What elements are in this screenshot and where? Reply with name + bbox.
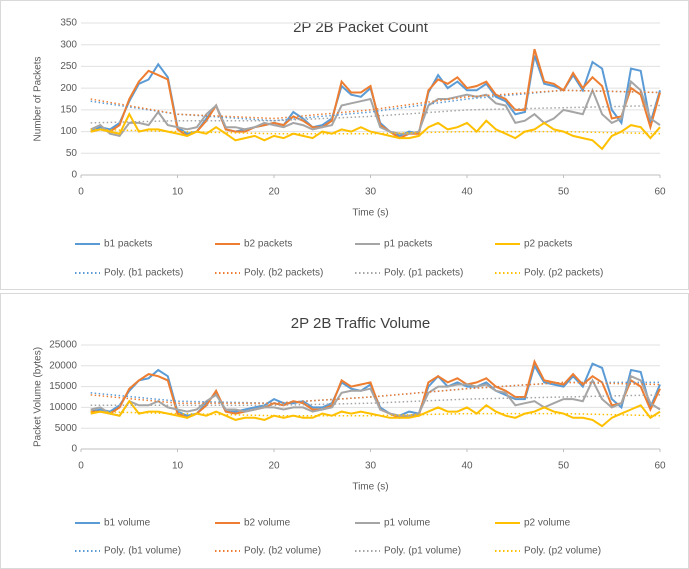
x-tick-label: 20 — [268, 461, 280, 472]
x-axis-label: Time (s) — [352, 208, 388, 219]
x-tick-label: 40 — [461, 461, 473, 472]
panel — [0, 0, 689, 290]
x-tick-label: 30 — [365, 461, 377, 472]
y-tick-label: 150 — [60, 104, 77, 115]
y-tick-label: 25000 — [49, 340, 77, 351]
legend-label: Poly. (b1 volume) — [104, 546, 181, 557]
y-tick-label: 300 — [60, 39, 77, 50]
trend-line — [90, 381, 661, 404]
legend-label: Poly. (b2 packets) — [244, 268, 323, 279]
data-line — [90, 374, 661, 417]
legend-label: p2 packets — [524, 239, 572, 250]
x-tick-label: 50 — [558, 187, 570, 198]
legend-label: b2 packets — [244, 239, 292, 250]
data-line — [90, 79, 661, 138]
x-tick-label: 50 — [558, 461, 570, 472]
x-axis-label: Time (s) — [352, 482, 388, 493]
data-line — [90, 112, 661, 151]
legend-label: b1 volume — [104, 518, 151, 529]
trend-line — [90, 394, 661, 407]
panel — [0, 293, 689, 569]
y-tick-label: 20000 — [49, 360, 77, 371]
legend-label: p2 volume — [524, 518, 571, 529]
x-tick-label: 30 — [365, 187, 377, 198]
x-tick-label: 60 — [654, 461, 666, 472]
y-tick-label: 0 — [71, 170, 77, 181]
data-line — [90, 399, 661, 428]
legend-label: Poly. (p2 packets) — [524, 268, 603, 279]
y-tick-label: 0 — [71, 444, 77, 455]
y-tick-label: 5000 — [55, 423, 78, 434]
legend-label: p1 packets — [384, 239, 432, 250]
legend-label: Poly. (b2 volume) — [244, 546, 321, 557]
legend-label: p1 volume — [384, 518, 431, 529]
x-tick-label: 60 — [654, 187, 666, 198]
legend-label: Poly. (p2 volume) — [524, 546, 601, 557]
x-tick-label: 0 — [78, 461, 84, 472]
y-tick-label: 350 — [60, 18, 77, 29]
legend-label: b2 volume — [244, 518, 291, 529]
legend-label: Poly. (p1 volume) — [384, 546, 461, 557]
trend-line — [90, 104, 661, 124]
y-tick-label: 200 — [60, 83, 77, 94]
x-tick-label: 40 — [461, 187, 473, 198]
trend-line — [90, 128, 661, 135]
y-tick-label: 100 — [60, 126, 77, 137]
y-axis-label: Packet Volume (bytes) — [33, 347, 44, 447]
legend-label: Poly. (p1 packets) — [384, 268, 463, 279]
y-tick-label: 250 — [60, 61, 77, 72]
legend-label: b1 packets — [104, 239, 152, 250]
legend-label: Poly. (b1 packets) — [104, 268, 183, 279]
trend-line — [90, 410, 661, 417]
chart-title: 2P 2B Packet Count — [293, 19, 429, 36]
y-tick-label: 15000 — [49, 381, 77, 392]
trend-line — [90, 89, 661, 122]
x-tick-label: 0 — [78, 187, 84, 198]
y-tick-label: 50 — [66, 148, 78, 159]
x-tick-label: 10 — [172, 461, 184, 472]
trend-line — [90, 89, 661, 120]
x-tick-label: 10 — [172, 187, 184, 198]
chart-title: 2P 2B Traffic Volume — [291, 315, 431, 332]
x-tick-label: 20 — [268, 187, 280, 198]
y-axis-label: Number of Packets — [33, 56, 44, 141]
y-tick-label: 10000 — [49, 402, 77, 413]
